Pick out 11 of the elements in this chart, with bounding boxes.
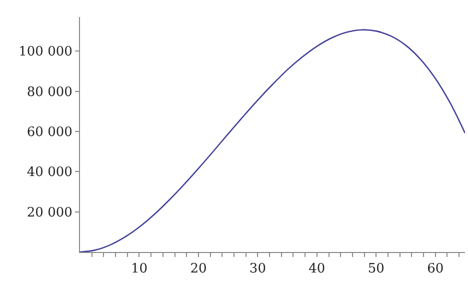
y-tick-label: 40 000 (26, 165, 72, 180)
x-tick-label: 10 (130, 262, 148, 277)
x-tick-label: 60 (427, 262, 444, 277)
x-tick-label: 50 (368, 262, 384, 277)
y-tick-label: 100 000 (18, 44, 72, 60)
x-tick-label: 30 (249, 262, 266, 277)
y-tick-label: 20 000 (26, 205, 72, 220)
y-tick-label: 80 000 (26, 84, 72, 100)
x-tick-label: 20 (190, 262, 207, 277)
y-tick-label: 60 000 (26, 125, 72, 140)
x-tick-label: 40 (308, 262, 326, 277)
